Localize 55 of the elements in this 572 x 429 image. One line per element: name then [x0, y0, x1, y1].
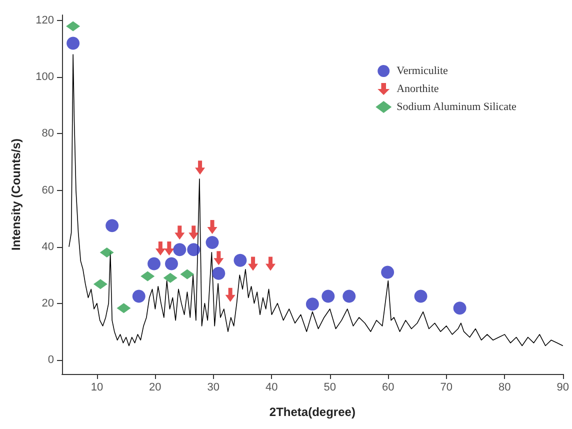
y-axis-title: Intensity (Counts/s) [9, 138, 23, 251]
x-tick-label: 70 [440, 382, 453, 394]
y-tick-label: 100 [36, 71, 54, 84]
point [174, 226, 185, 240]
point [188, 226, 199, 240]
x-tick-label: 90 [556, 382, 570, 394]
point [93, 279, 108, 290]
y-tick-label: 80 [42, 128, 54, 140]
point [453, 302, 466, 315]
point [225, 288, 236, 302]
point [180, 269, 194, 280]
point [132, 290, 146, 303]
point [148, 257, 161, 270]
point [381, 266, 394, 279]
point [100, 247, 114, 258]
x-tick-label: 80 [498, 382, 511, 394]
point [195, 160, 206, 175]
point [342, 290, 356, 303]
x-tick-label: 60 [382, 382, 394, 394]
legend-label: Sodium Aluminum Silicate [396, 101, 517, 113]
point [206, 236, 219, 250]
point [66, 36, 80, 50]
point [155, 241, 166, 256]
point [165, 257, 178, 270]
x-axis-title: 2Theta(degree) [269, 405, 356, 419]
point [140, 271, 155, 282]
point [207, 220, 218, 234]
legend-label: Vermiculite [396, 65, 448, 77]
legend-label: Anorthite [396, 83, 439, 95]
point [212, 266, 226, 280]
x-tick-label: 10 [90, 382, 104, 394]
point [248, 256, 258, 271]
y-tick-label: 120 [36, 14, 54, 27]
point [414, 290, 428, 303]
point [234, 254, 247, 267]
point [66, 21, 80, 32]
point [164, 241, 174, 256]
point [116, 303, 131, 314]
x-tick-label: 40 [266, 382, 278, 394]
y-tick-label: 0 [48, 354, 54, 366]
line-series [68, 54, 564, 346]
x-tick-label: 20 [149, 382, 162, 394]
point [322, 290, 335, 303]
y-tick-label: 20 [42, 297, 54, 310]
point [266, 256, 276, 271]
point [187, 243, 200, 256]
y-tick-label: 60 [42, 184, 54, 196]
point [163, 272, 178, 283]
point [214, 251, 224, 266]
point [306, 298, 319, 311]
point [173, 243, 186, 256]
x-tick-label: 50 [324, 382, 336, 394]
x-tick-label: 30 [207, 382, 220, 394]
y-tick-label: 40 [42, 240, 54, 253]
point [106, 219, 119, 232]
